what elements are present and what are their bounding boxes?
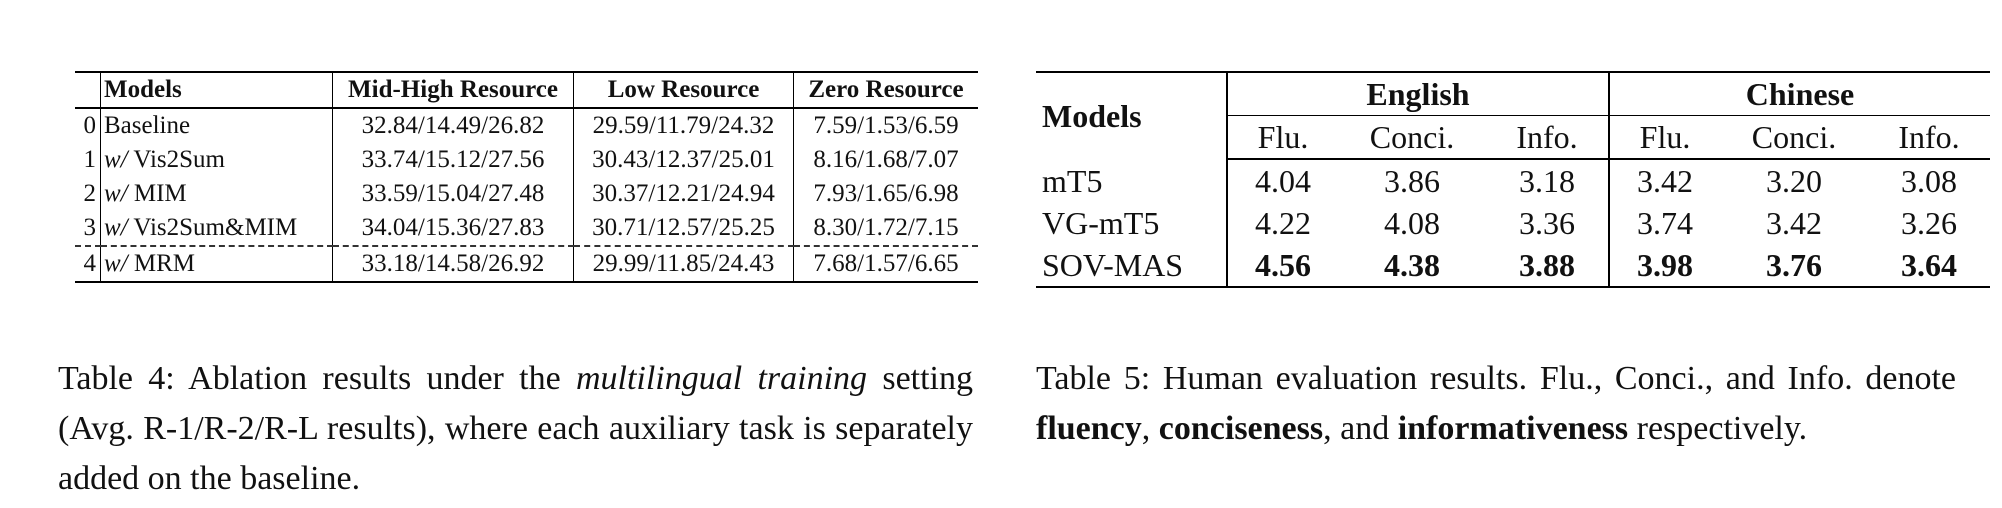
table-row: 3 w/ Vis2Sum&MIM 34.04/15.36/27.83 30.71… [75, 211, 978, 246]
zero-score: 7.59/1.53/6.59 [793, 108, 978, 143]
row-index: 0 [83, 112, 97, 139]
model-name: w/ Vis2Sum&MIM [100, 211, 333, 246]
zero-score: 7.93/1.65/6.98 [793, 177, 978, 211]
score-cell: 4.56 [1226, 244, 1338, 288]
flu-header: Flu. [1608, 115, 1720, 160]
zero-score: 8.16/1.68/7.07 [793, 143, 978, 177]
low-score: 30.71/12.57/25.25 [573, 211, 794, 246]
low-score: 30.43/12.37/25.01 [573, 143, 794, 177]
flu-header: Flu. [1226, 115, 1338, 160]
caption-bold-text: conciseness [1158, 410, 1324, 447]
ablation-table-header-row: Models Mid-High Resource Low Resource Ze… [75, 71, 978, 109]
model-name: mT5 [1042, 162, 1103, 199]
score-cell: 3.20 [1766, 163, 1822, 199]
caption-text: setting (Avg. R-1/R-2/R-L results), wher… [58, 360, 974, 497]
caption-text: Table 4: Ablation results under the [58, 360, 576, 397]
mid-high-score: 33.18/14.58/26.92 [332, 245, 574, 283]
score-cell: 4.22 [1226, 202, 1338, 244]
caption-bold-text: fluency [1036, 410, 1142, 447]
score-cell: 3.64 [1868, 244, 1990, 288]
score-cell: 3.86 [1384, 163, 1440, 199]
mid-high-score: 33.74/15.12/27.56 [332, 143, 574, 177]
row-index: 2 [83, 180, 97, 207]
score-cell: 3.42 [1766, 205, 1822, 241]
row-index: 1 [83, 146, 97, 173]
table-row: 2 w/ MIM 33.59/15.04/27.48 30.37/12.21/2… [75, 177, 978, 211]
info-header: Info. [1486, 115, 1609, 160]
score-cell: 3.76 [1720, 244, 1868, 288]
mid-high-score: 33.59/15.04/27.48 [332, 177, 574, 211]
mid-high-score: 32.84/14.49/26.82 [332, 108, 574, 143]
table5-caption: Table 5: Human evaluation results. Flu.,… [1036, 354, 1956, 454]
score-cell: 3.36 [1519, 205, 1575, 241]
conci-header: Conci. [1720, 115, 1868, 160]
model-name: w/ MIM [100, 177, 333, 211]
row-index: 4 [75, 245, 101, 283]
caption-text: , [1141, 410, 1159, 447]
mid-high-score: 34.04/15.36/27.83 [332, 211, 574, 246]
table4-caption: Table 4: Ablation results under the mult… [58, 354, 973, 504]
model-name: Baseline [100, 108, 333, 143]
score-cell: 3.98 [1608, 244, 1720, 288]
models-header: Models [100, 71, 333, 109]
model-name: w/ MRM [100, 245, 333, 283]
caption-italic-text: multilingual training [575, 360, 868, 397]
low-score: 30.37/12.21/24.94 [573, 177, 794, 211]
index-header [75, 71, 101, 109]
model-name: VG-mT5 [1042, 205, 1160, 241]
conci-header: Conci. [1338, 115, 1486, 160]
score-cell: 4.08 [1384, 205, 1440, 241]
caption-text: respectively. [1628, 410, 1808, 447]
score-cell: 3.26 [1901, 205, 1957, 241]
low-score: 29.59/11.79/24.32 [573, 108, 794, 143]
models-header: Models [1036, 71, 1227, 159]
zero-score: 7.68/1.57/6.65 [793, 245, 978, 283]
table-row: mT5 4.04 3.86 3.18 3.42 3.20 3.08 [1036, 159, 1990, 202]
table-row: 1 w/ Vis2Sum 33.74/15.12/27.56 30.43/12.… [75, 143, 978, 177]
low-resource-header: Low Resource [573, 71, 794, 109]
info-header: Info. [1868, 115, 1990, 160]
score-cell: 4.04 [1226, 159, 1338, 202]
score-cell: 3.42 [1608, 159, 1720, 202]
score-cell: 4.38 [1338, 244, 1486, 288]
model-name: w/ Vis2Sum [100, 143, 333, 177]
caption-text: Table 5: Human evaluation results. Flu.,… [1036, 360, 1956, 397]
score-cell: 3.08 [1901, 163, 1957, 199]
score-cell: 3.88 [1486, 244, 1609, 288]
sub-header-row: Flu. Conci. Info. Flu. Conci. Info. [1036, 115, 1990, 160]
chinese-group-header: Chinese [1608, 71, 1990, 116]
table-row: SOV-MAS 4.56 4.38 3.88 3.98 3.76 3.64 [1036, 244, 1990, 288]
ablation-table: Models Mid-High Resource Low Resource Ze… [75, 71, 978, 283]
score-cell: 3.74 [1608, 202, 1720, 244]
caption-bold-text: informativeness [1397, 410, 1629, 447]
score-cell: 3.18 [1519, 163, 1575, 199]
group-header-row: Models English Chinese [1036, 71, 1990, 159]
table-row: 0 Baseline 32.84/14.49/26.82 29.59/11.79… [75, 108, 978, 143]
table-row: VG-mT5 4.22 4.08 3.36 3.74 3.42 3.26 [1036, 202, 1990, 244]
row-index: 3 [83, 214, 97, 241]
low-score: 29.99/11.85/24.43 [573, 245, 794, 283]
mid-high-resource-header: Mid-High Resource [332, 71, 574, 109]
human-evaluation-table: Models English Chinese Flu. Conci. Info.… [1036, 71, 1990, 288]
english-group-header: English [1226, 71, 1609, 116]
caption-text: , and [1323, 410, 1398, 447]
zero-resource-header: Zero Resource [793, 71, 978, 109]
zero-score: 8.30/1.72/7.15 [793, 211, 978, 246]
model-name: SOV-MAS [1036, 244, 1227, 288]
table-row: 4 w/ MRM 33.18/14.58/26.92 29.99/11.85/2… [75, 245, 978, 283]
